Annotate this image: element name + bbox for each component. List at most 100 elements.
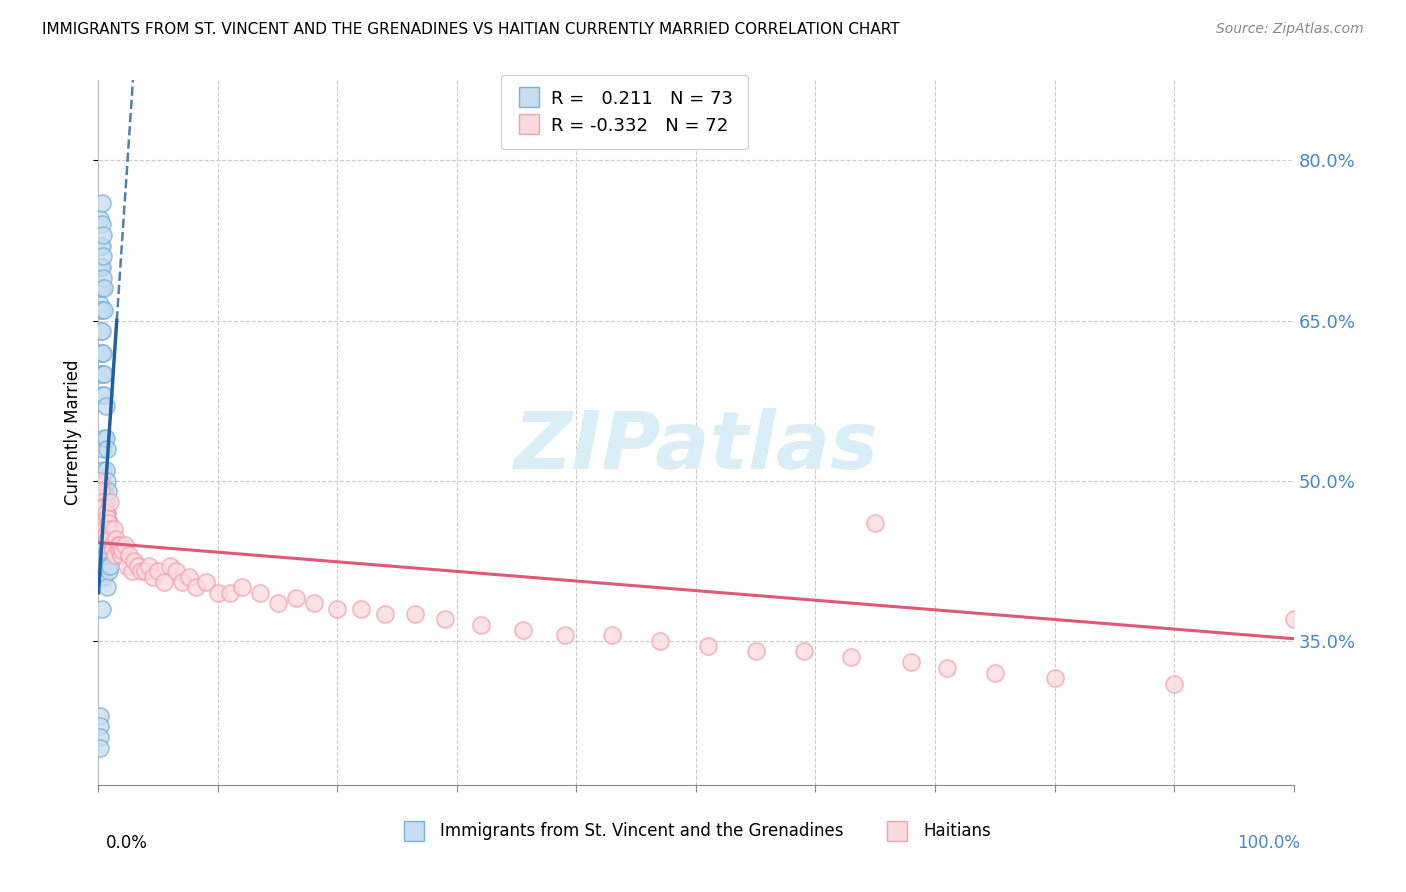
Point	[96, 474, 118, 488]
Point	[110, 549, 132, 563]
Point	[350, 601, 373, 615]
Text: IMMIGRANTS FROM ST. VINCENT AND THE GRENADINES VS HAITIAN CURRENTLY MARRIED CORR: IMMIGRANTS FROM ST. VINCENT AND THE GREN…	[42, 22, 900, 37]
Point	[186, 581, 208, 595]
Point	[91, 538, 114, 552]
Point	[94, 463, 117, 477]
Point	[93, 388, 115, 402]
Point	[159, 559, 181, 574]
Point	[96, 511, 118, 525]
Point	[93, 506, 115, 520]
Point	[91, 239, 114, 253]
Point	[89, 719, 111, 733]
Point	[97, 538, 120, 552]
Point	[94, 549, 117, 563]
Point	[96, 559, 118, 574]
Point	[98, 495, 122, 509]
Point	[91, 250, 114, 264]
Point	[96, 533, 118, 547]
Point	[865, 516, 887, 531]
Point	[284, 591, 307, 606]
Point	[91, 345, 114, 359]
Point	[91, 474, 114, 488]
Point	[89, 708, 111, 723]
Point	[91, 527, 114, 541]
Point	[231, 581, 253, 595]
Point	[207, 586, 229, 600]
Point	[434, 612, 457, 626]
Point	[90, 345, 112, 359]
Point	[94, 431, 117, 445]
Point	[90, 281, 112, 295]
Point	[148, 565, 170, 579]
Point	[91, 601, 114, 615]
Point	[512, 623, 534, 637]
Point	[267, 597, 290, 611]
Point	[108, 538, 131, 552]
Point	[374, 607, 396, 621]
Point	[90, 559, 112, 574]
Point	[91, 302, 114, 317]
Point	[98, 533, 122, 547]
Point	[93, 484, 115, 499]
Point	[93, 302, 115, 317]
Point	[900, 655, 922, 669]
Point	[172, 575, 194, 590]
Point	[302, 597, 325, 611]
Point	[94, 399, 117, 413]
Point	[94, 495, 117, 509]
Point	[745, 644, 768, 658]
Point	[114, 538, 136, 552]
Point	[93, 431, 115, 445]
Point	[91, 549, 114, 563]
Point	[984, 665, 1007, 680]
Point	[98, 565, 121, 579]
Point	[153, 575, 176, 590]
Point	[96, 442, 118, 456]
Point	[93, 367, 115, 381]
Point	[90, 260, 112, 274]
Point	[91, 495, 114, 509]
Point	[697, 639, 720, 653]
Y-axis label: Currently Married: Currently Married	[63, 359, 82, 506]
Point	[118, 549, 141, 563]
Point	[93, 527, 115, 541]
Point	[98, 522, 121, 536]
Text: 100.0%: 100.0%	[1237, 834, 1301, 852]
Point	[1163, 676, 1185, 690]
Point	[94, 506, 117, 520]
Point	[96, 581, 118, 595]
Point	[91, 516, 114, 531]
Point	[1282, 612, 1305, 626]
Text: ZIPatlas: ZIPatlas	[513, 408, 879, 486]
Point	[554, 628, 576, 642]
Point	[89, 730, 111, 744]
Point	[124, 554, 146, 568]
Point	[89, 260, 111, 274]
Point	[98, 559, 122, 574]
Point	[134, 565, 156, 579]
Point	[93, 522, 115, 536]
Point	[91, 367, 114, 381]
Point	[91, 228, 114, 243]
Point	[93, 549, 115, 563]
Point	[98, 538, 121, 552]
Point	[97, 538, 120, 552]
Point	[1043, 671, 1066, 685]
Point	[91, 516, 114, 531]
Point	[121, 565, 143, 579]
Point	[97, 484, 120, 499]
Point	[98, 516, 121, 531]
Point	[91, 270, 114, 285]
Point	[404, 607, 426, 621]
Point	[90, 570, 112, 584]
Point	[91, 506, 114, 520]
Point	[936, 660, 959, 674]
Point	[841, 649, 863, 664]
Point	[97, 559, 120, 574]
Point	[104, 549, 127, 563]
Point	[96, 506, 118, 520]
Point	[97, 516, 120, 531]
Point	[127, 559, 149, 574]
Point	[470, 617, 492, 632]
Point	[96, 533, 118, 547]
